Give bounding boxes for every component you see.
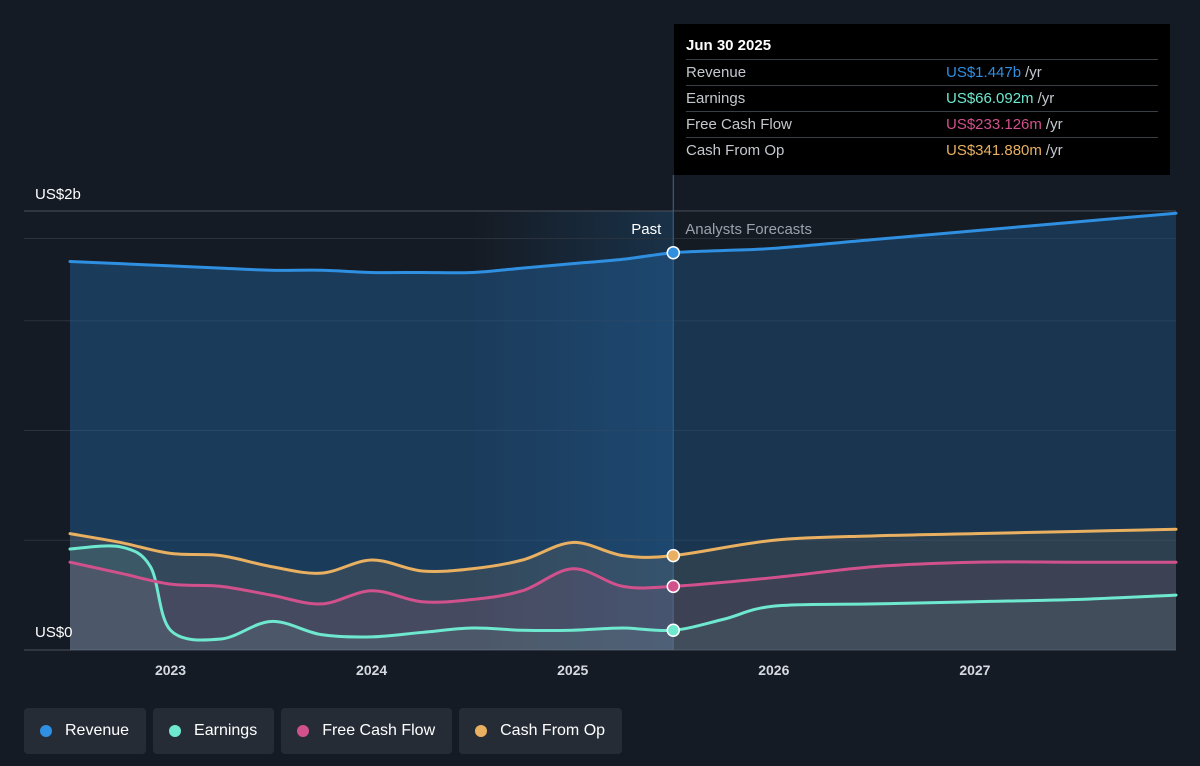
tooltip-label: Revenue <box>686 64 747 81</box>
tooltip-value: US$66.092m <box>946 90 1034 107</box>
x-tick-label: 2027 <box>959 662 990 678</box>
free-cash-flow-dot-icon <box>297 725 310 737</box>
tooltip-row-cash-from-op: Cash From Op US$341.880m /yr <box>686 137 1158 163</box>
x-tick-label: 2023 <box>155 662 186 678</box>
cash-from-op-line <box>68 527 1178 575</box>
tooltip-unit: /yr <box>1045 142 1063 159</box>
revenue-area <box>70 213 1176 650</box>
tooltip-row-revenue: Revenue US$1.447b /yr <box>686 59 1158 85</box>
free-cash-flow-highlight-point <box>666 579 681 594</box>
tooltip: Jun 30 2025 Revenue US$1.447b /yr Earnin… <box>674 24 1170 175</box>
tooltip-value: US$341.880m <box>946 142 1042 159</box>
legend-label: Cash From Op <box>500 722 606 739</box>
x-tick-label: 2024 <box>356 662 387 678</box>
tooltip-row-earnings: Earnings US$66.092m /yr <box>686 85 1158 111</box>
tooltip-row-free-cash-flow: Free Cash Flow US$233.126m /yr <box>686 111 1158 137</box>
revenue-line <box>68 211 1178 275</box>
revenue-dot-icon <box>40 725 52 737</box>
legend-item-earnings[interactable]: Earnings <box>153 708 275 754</box>
legend: Revenue Earnings Free Cash Flow Cash Fro… <box>24 708 623 754</box>
revenue-highlight-point <box>666 245 681 260</box>
legend-label: Free Cash Flow <box>322 722 436 739</box>
tooltip-value: US$233.126m <box>946 116 1042 133</box>
legend-label: Earnings <box>194 722 258 739</box>
legend-item-free-cash-flow[interactable]: Free Cash Flow <box>281 708 453 754</box>
tooltip-date: Jun 30 2025 <box>686 37 772 54</box>
free-cash-flow-area <box>70 561 1176 650</box>
forecast-region-shade <box>673 211 1176 650</box>
earnings-dot-icon <box>169 725 182 737</box>
tooltip-value: US$1.447b <box>946 64 1022 81</box>
x-tick-label: 2025 <box>557 662 588 678</box>
cash-from-op-dot-icon <box>475 725 488 737</box>
tooltip-label: Free Cash Flow <box>686 116 792 133</box>
past-label: Past <box>631 221 662 238</box>
y-axis-max-label: US$2b <box>35 186 81 203</box>
free-cash-flow-line <box>68 560 1178 606</box>
tooltip-unit: /yr <box>1025 64 1042 81</box>
forecast-label: Analysts Forecasts <box>685 221 812 238</box>
cash-from-op-area <box>70 529 1176 650</box>
cash-from-op-highlight-point <box>666 548 681 563</box>
tooltip-label: Earnings <box>686 90 746 107</box>
y-axis-min-label: US$0 <box>35 624 73 641</box>
earnings-line <box>68 544 1178 642</box>
tooltip-unit: /yr <box>1045 116 1063 133</box>
tooltip-unit: /yr <box>1037 90 1055 107</box>
legend-label: Revenue <box>65 722 130 739</box>
legend-item-revenue[interactable]: Revenue <box>24 708 147 754</box>
earnings-area <box>70 545 1176 650</box>
x-tick-label: 2026 <box>758 662 789 678</box>
earnings-highlight-point <box>666 623 681 637</box>
legend-item-cash-from-op[interactable]: Cash From Op <box>459 708 623 754</box>
tooltip-label: Cash From Op <box>686 142 785 159</box>
